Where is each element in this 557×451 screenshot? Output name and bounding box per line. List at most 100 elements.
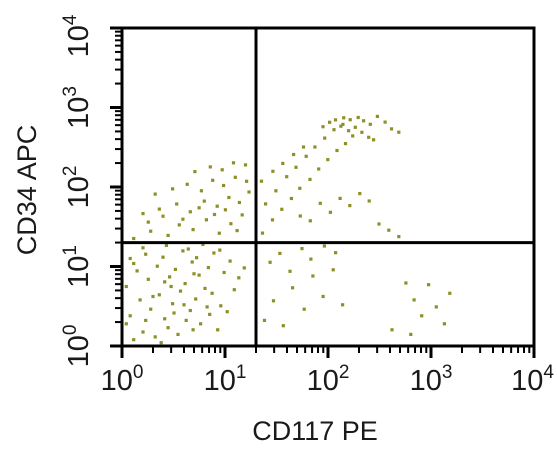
data-point <box>281 324 285 328</box>
data-point <box>390 328 394 332</box>
data-point <box>205 305 209 309</box>
data-point <box>171 187 175 191</box>
y-tick-base-2: 10 <box>63 176 95 208</box>
data-point <box>288 269 292 273</box>
y-tick-label-4: 104 <box>60 14 95 57</box>
data-point <box>146 277 150 281</box>
data-point <box>270 218 275 222</box>
data-point <box>347 129 351 133</box>
data-point <box>229 222 233 226</box>
data-point <box>335 148 339 153</box>
quadrant-gates <box>122 28 534 346</box>
y-tick-exp-0: 0 <box>60 325 81 336</box>
data-point <box>271 169 275 173</box>
y-axis-ticks <box>110 26 122 348</box>
data-point <box>313 145 317 149</box>
x-tick-label-4: 104 <box>511 362 554 397</box>
data-point <box>331 268 335 272</box>
x-tick-exp-0: 0 <box>133 362 144 383</box>
data-point <box>153 192 157 196</box>
data-point <box>334 251 338 255</box>
data-point <box>208 312 212 316</box>
data-point <box>321 294 325 299</box>
y-tick-exp-3: 3 <box>60 86 81 97</box>
data-point <box>227 195 231 200</box>
data-point <box>216 328 220 332</box>
x-tick-label-3: 103 <box>410 362 453 397</box>
data-point <box>197 273 201 277</box>
data-point <box>409 332 413 336</box>
data-point <box>240 213 244 217</box>
data-point <box>332 128 336 132</box>
data-point <box>389 127 394 131</box>
x-axis-label: CD117 PE <box>252 416 378 446</box>
data-point <box>181 217 185 221</box>
data-point <box>146 220 150 224</box>
data-point <box>206 266 210 270</box>
data-point <box>151 294 155 299</box>
data-point <box>289 196 293 201</box>
data-point <box>144 252 148 256</box>
data-point <box>231 161 236 165</box>
data-point <box>220 168 224 172</box>
data-point <box>215 204 219 208</box>
data-point <box>298 186 302 190</box>
data-point <box>141 246 145 250</box>
data-point <box>243 163 248 167</box>
data-point <box>333 118 338 122</box>
data-point <box>341 303 345 307</box>
data-point <box>169 284 173 289</box>
data-point <box>175 202 179 206</box>
data-point <box>434 305 438 309</box>
data-point <box>218 248 222 252</box>
data-point <box>195 256 199 260</box>
data-point <box>132 261 136 266</box>
data-point <box>166 233 170 237</box>
y-tick-base-0: 10 <box>63 335 95 367</box>
data-point <box>210 291 214 295</box>
x-tick-base-2: 10 <box>307 365 339 397</box>
y-tick-label-2: 102 <box>60 166 95 209</box>
data-point <box>222 183 226 188</box>
data-point <box>298 214 302 218</box>
data-point <box>191 228 195 232</box>
data-point <box>191 328 195 332</box>
x-tick-exp-1: 1 <box>236 362 247 383</box>
data-point <box>178 289 183 293</box>
data-point <box>367 199 371 203</box>
data-point <box>194 297 198 301</box>
data-point <box>199 322 203 326</box>
data-point <box>339 124 343 128</box>
data-point <box>397 235 401 239</box>
data-point <box>442 322 446 326</box>
data-point <box>264 202 268 206</box>
data-point <box>259 179 264 183</box>
data-point <box>260 231 265 235</box>
data-point <box>351 134 355 138</box>
data-point <box>199 189 203 193</box>
data-point <box>341 122 345 126</box>
data-point <box>228 259 232 263</box>
data-point <box>193 170 197 174</box>
data-point <box>285 175 289 179</box>
data-point <box>237 276 241 280</box>
data-point <box>163 317 167 321</box>
data-point <box>281 161 285 165</box>
data-point <box>188 210 192 214</box>
data-point <box>308 177 312 181</box>
x-tick-base-1: 10 <box>204 365 236 397</box>
y-tick-exp-1: 1 <box>60 245 81 256</box>
x-tick-exp-2: 2 <box>339 362 350 383</box>
data-point <box>182 303 186 307</box>
data-point <box>185 182 189 186</box>
data-point <box>144 318 148 322</box>
x-tick-exp-3: 3 <box>442 362 453 383</box>
data-point <box>353 125 357 129</box>
data-point <box>235 229 239 233</box>
data-point <box>397 130 401 134</box>
data-point <box>302 307 306 311</box>
plot-frame <box>120 26 536 348</box>
data-point <box>204 218 208 222</box>
x-tick-base-0: 10 <box>101 365 133 397</box>
